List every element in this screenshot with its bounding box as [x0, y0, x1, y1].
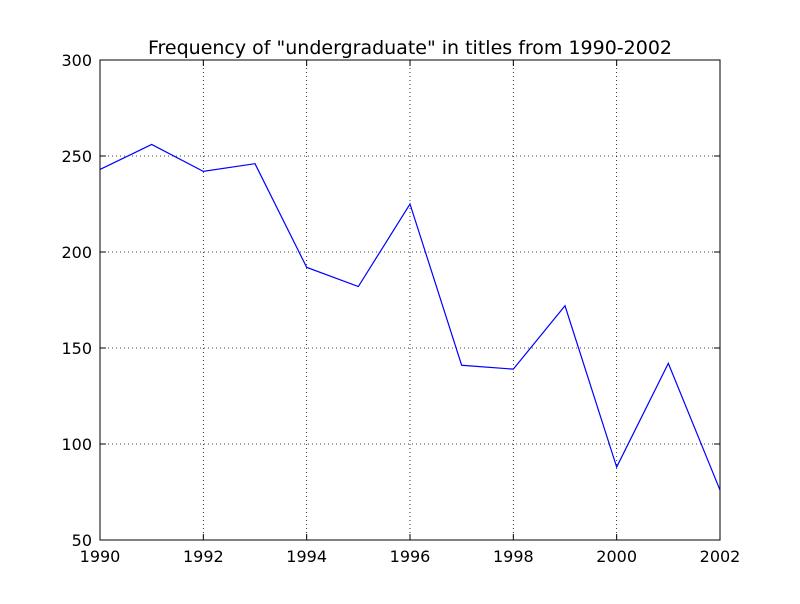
y-tick-label: 300: [61, 51, 92, 70]
axis-ticks: 1990 1992 1994 1996 1998 2000 2002501001502002…: [61, 51, 740, 566]
x-tick-label: 1990: [80, 547, 121, 566]
x-tick-label: 1994: [286, 547, 327, 566]
x-tick-label: 2000: [596, 547, 637, 566]
x-tick-label: 1996: [390, 547, 431, 566]
series-line: [99, 143, 721, 491]
y-tick-label: 150: [61, 339, 92, 358]
x-tick-label: 1992: [183, 547, 224, 566]
y-tick-label: 200: [61, 243, 92, 262]
y-tick-label: 250: [61, 147, 92, 166]
chart-title: Frequency of "undergraduate" in titles f…: [148, 37, 672, 59]
y-tick-label: 100: [61, 435, 92, 454]
series-layer: [99, 143, 721, 491]
x-tick-label: 1998: [493, 547, 534, 566]
y-tick-label: 50: [72, 531, 92, 550]
x-tick-label: 2002: [700, 547, 741, 566]
grid-lines: [100, 60, 720, 540]
